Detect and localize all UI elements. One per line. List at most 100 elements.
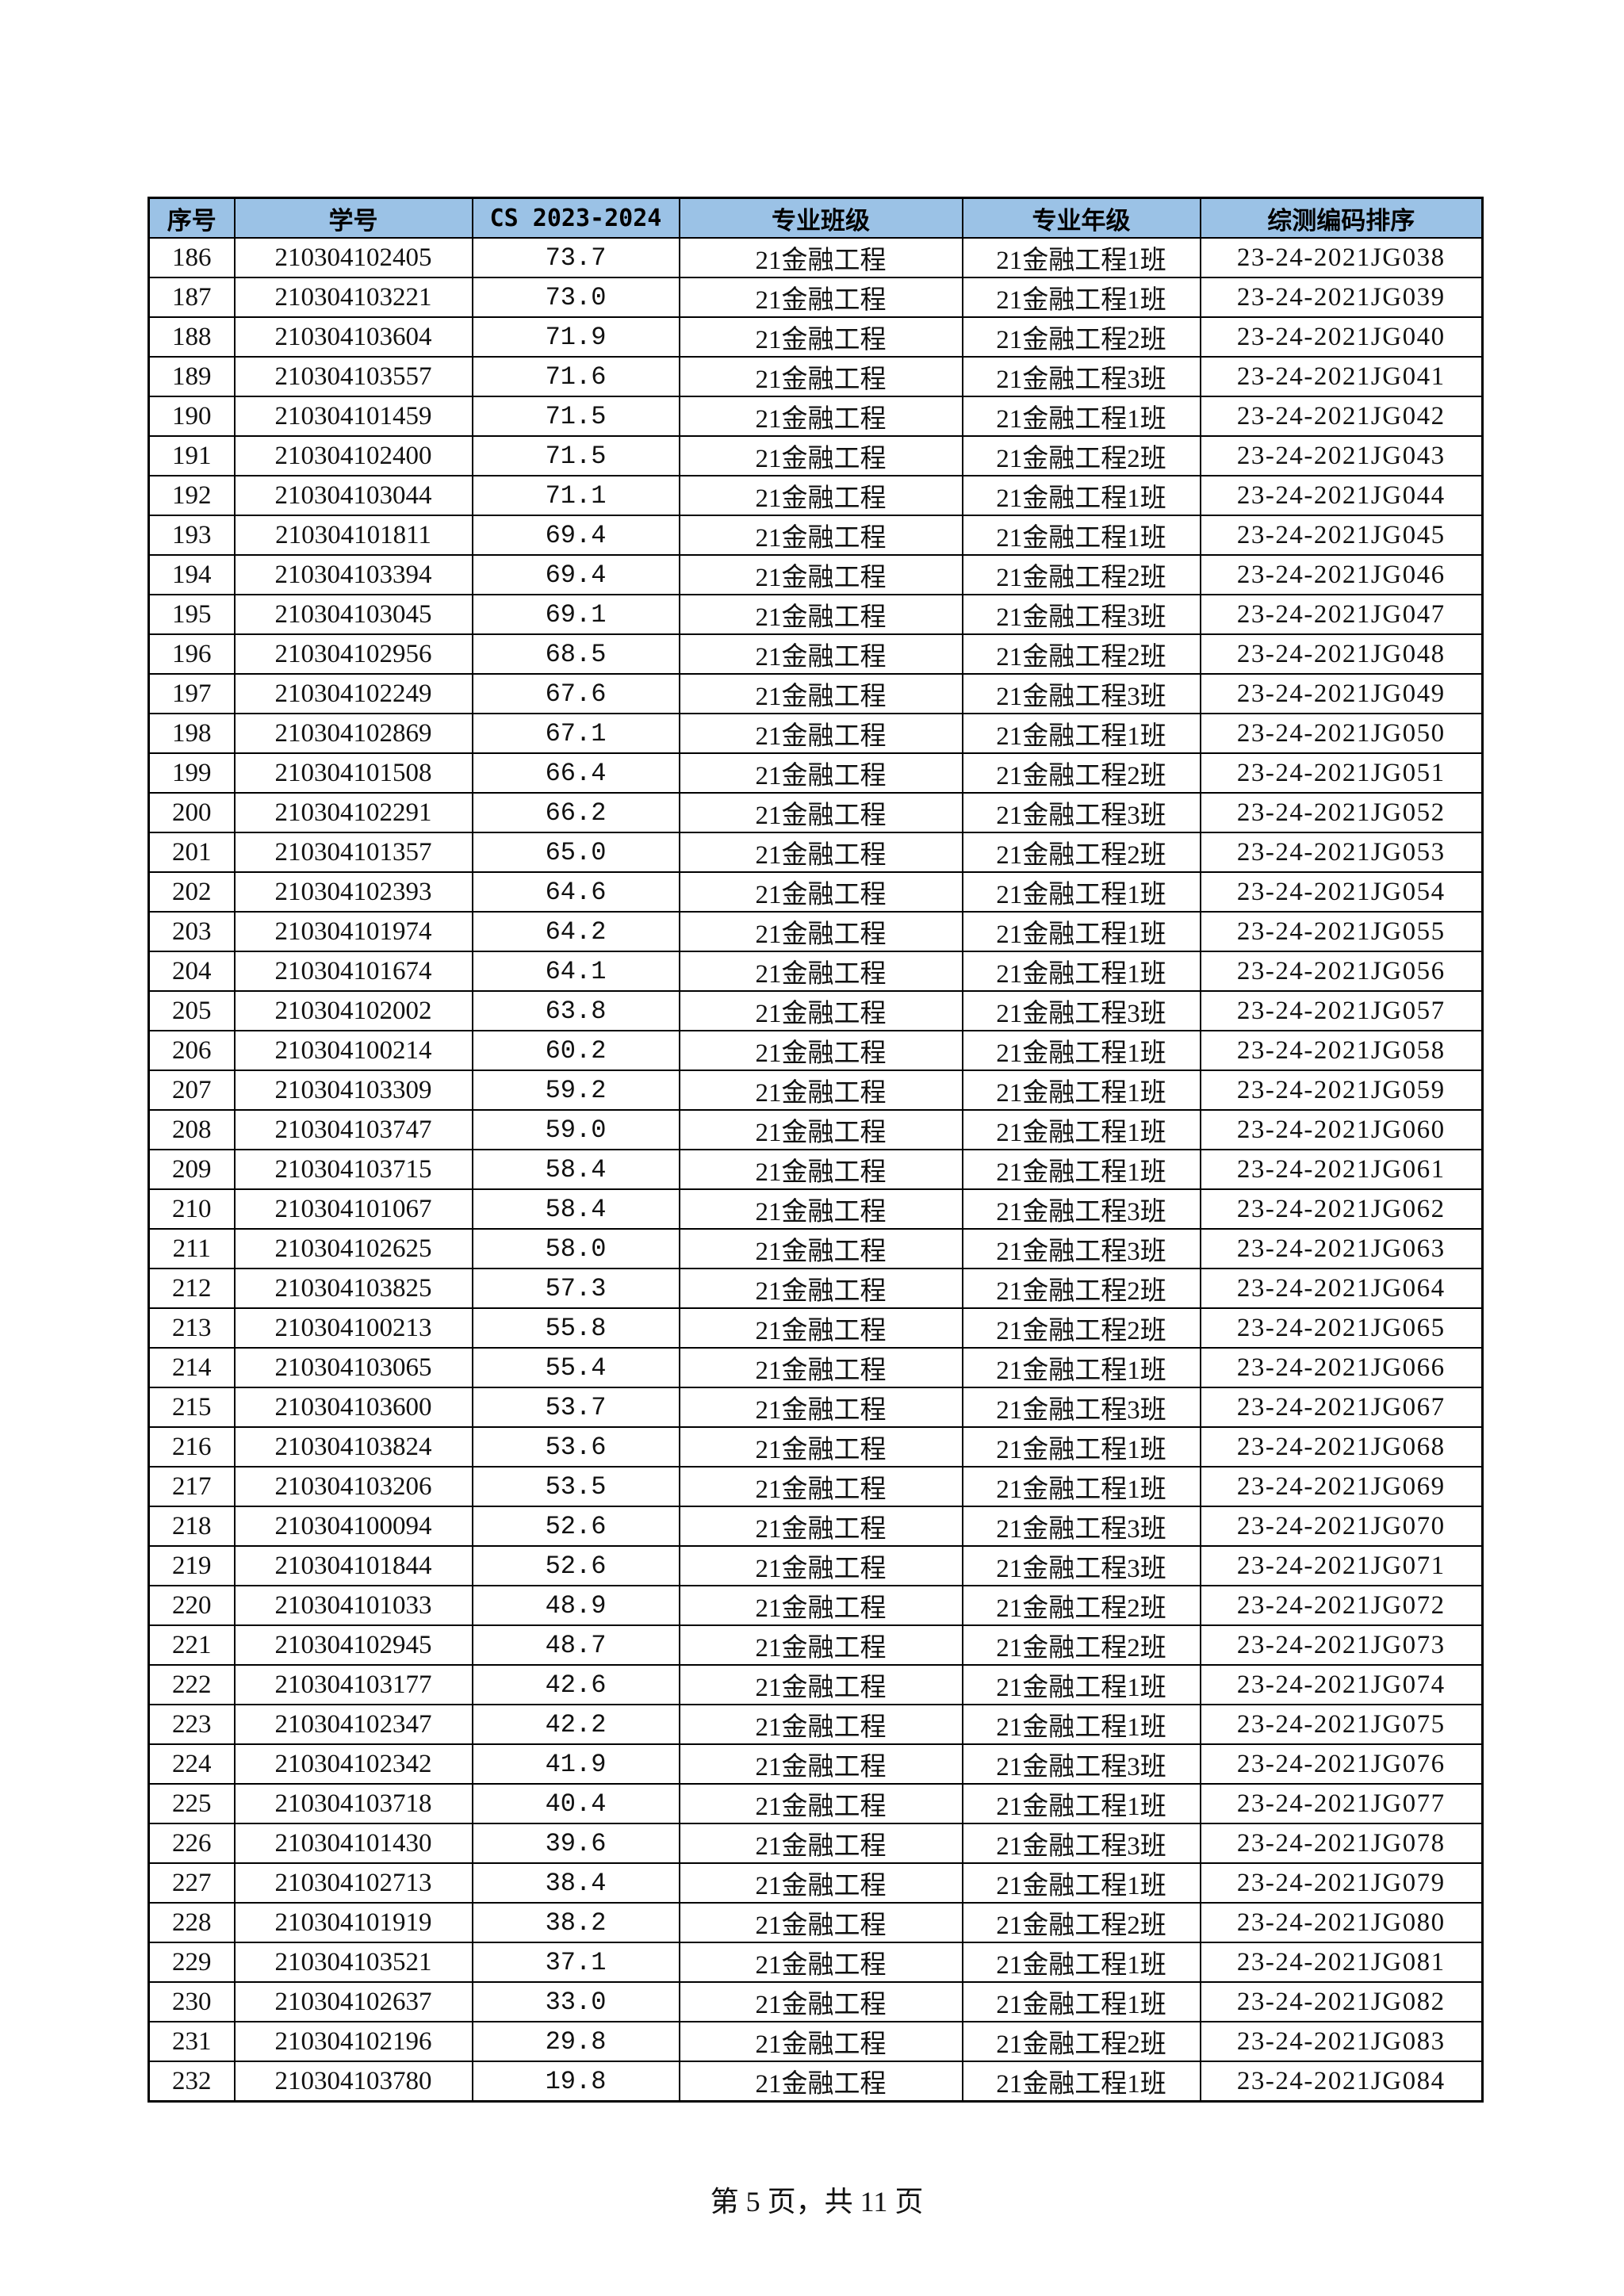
cell-student-id: 210304101844 [233,1545,473,1586]
cell-student-id: 210304103780 [233,2061,473,2103]
cell-major-grade: 21金融工程3班 [961,1743,1201,1785]
cell-code: 23-24-2021JG081 [1199,1942,1484,1983]
cell-code: 23-24-2021JG056 [1199,951,1484,992]
cell-major-class: 21金融工程 [678,1545,963,1586]
table-row: 200 210304102291 66.2 21金融工程 21金融工程3班 23-24-2… [147,792,1484,833]
cell-index: 203 [147,911,236,952]
cell-student-id: 210304101357 [233,832,473,873]
cell-major-class: 21金融工程 [678,356,963,397]
cell-score: 55.8 [471,1307,680,1349]
cell-code: 23-24-2021JG048 [1199,633,1484,675]
cell-major-grade: 21金融工程2班 [961,633,1201,675]
cell-score: 53.6 [471,1426,680,1468]
cell-code: 23-24-2021JG054 [1199,871,1484,913]
table-row: 193 210304101811 69.4 21金融工程 21金融工程1班 23-24-2… [147,515,1484,556]
cell-code: 23-24-2021JG046 [1199,554,1484,595]
cell-student-id: 210304103394 [233,554,473,595]
table-row: 187 210304103221 73.0 21金融工程 21金融工程1班 23-24-2… [147,277,1484,318]
table-row: 196 210304102956 68.5 21金融工程 21金融工程2班 23-24-2… [147,633,1484,675]
cell-code: 23-24-2021JG057 [1199,990,1484,1031]
header-row: 序号 学号 CS 2023-2024 专业班级 专业年级 综测编码排序 [147,197,1484,239]
table-row: 203 210304101974 64.2 21金融工程 21金融工程1班 23-24-2… [147,911,1484,952]
cell-code: 23-24-2021JG072 [1199,1585,1484,1626]
cell-student-id: 210304102002 [233,990,473,1031]
cell-code: 23-24-2021JG077 [1199,1783,1484,1824]
cell-index: 218 [147,1506,236,1547]
cell-student-id: 210304100214 [233,1030,473,1071]
cell-code: 23-24-2021JG055 [1199,911,1484,952]
cell-score: 38.2 [471,1902,680,1943]
cell-code: 23-24-2021JG065 [1199,1307,1484,1349]
cell-index: 205 [147,990,236,1031]
cell-code: 23-24-2021JG083 [1199,2021,1484,2062]
cell-student-id: 210304103825 [233,1268,473,1309]
cell-student-id: 210304103718 [233,1783,473,1824]
cell-code: 23-24-2021JG074 [1199,1664,1484,1705]
cell-major-class: 21金融工程 [678,1268,963,1309]
table-row: 213 210304100213 55.8 21金融工程 21金融工程2班 23-24-2… [147,1307,1484,1349]
header-score: CS 2023-2024 [471,197,680,239]
cell-score: 60.2 [471,1030,680,1071]
cell-major-class: 21金融工程 [678,673,963,714]
cell-major-class: 21金融工程 [678,1624,963,1666]
cell-code: 23-24-2021JG042 [1199,396,1484,437]
cell-major-grade: 21金融工程1班 [961,475,1201,516]
cell-code: 23-24-2021JG039 [1199,277,1484,318]
cell-code: 23-24-2021JG059 [1199,1070,1484,1111]
cell-student-id: 210304102347 [233,1704,473,1745]
header-code: 综测编码排序 [1199,197,1484,239]
cell-major-grade: 21金融工程2班 [961,1585,1201,1626]
cell-score: 19.8 [471,2061,680,2103]
cell-student-id: 210304101033 [233,1585,473,1626]
cell-index: 196 [147,633,236,675]
cell-student-id: 210304101508 [233,752,473,794]
table-row: 227 210304102713 38.4 21金融工程 21金融工程1班 23-24-2… [147,1862,1484,1904]
table-row: 230 210304102637 33.0 21金融工程 21金融工程1班 23-24-2… [147,1981,1484,2022]
cell-major-grade: 21金融工程3班 [961,1823,1201,1864]
table-row: 188 210304103604 71.9 21金融工程 21金融工程2班 23-24-2… [147,316,1484,358]
cell-major-class: 21金融工程 [678,1109,963,1150]
table-row: 211 210304102625 58.0 21金融工程 21金融工程3班 23-24-2… [147,1228,1484,1269]
cell-student-id: 210304102869 [233,713,473,754]
cell-index: 210 [147,1188,236,1230]
cell-index: 227 [147,1862,236,1904]
cell-major-class: 21金融工程 [678,911,963,952]
cell-score: 39.6 [471,1823,680,1864]
cell-index: 216 [147,1426,236,1468]
cell-code: 23-24-2021JG063 [1199,1228,1484,1269]
cell-code: 23-24-2021JG084 [1199,2061,1484,2103]
table-row: 210 210304101067 58.4 21金融工程 21金融工程3班 23-24-2… [147,1188,1484,1230]
cell-major-grade: 21金融工程1班 [961,2061,1201,2103]
cell-major-grade: 21金融工程2班 [961,1307,1201,1349]
table-row: 209 210304103715 58.4 21金融工程 21金融工程1班 23-24-2… [147,1149,1484,1190]
cell-index: 224 [147,1743,236,1785]
cell-index: 220 [147,1585,236,1626]
cell-score: 29.8 [471,2021,680,2062]
cell-student-id: 210304102400 [233,435,473,476]
cell-code: 23-24-2021JG058 [1199,1030,1484,1071]
cell-major-grade: 21金融工程1班 [961,515,1201,556]
cell-index: 187 [147,277,236,318]
table-row: 198 210304102869 67.1 21金融工程 21金融工程1班 23-24-2… [147,713,1484,754]
cell-score: 73.0 [471,277,680,318]
cell-student-id: 210304102393 [233,871,473,913]
table-row: 202 210304102393 64.6 21金融工程 21金融工程1班 23-24-2… [147,871,1484,913]
cell-code: 23-24-2021JG044 [1199,475,1484,516]
cell-student-id: 210304102637 [233,1981,473,2022]
cell-score: 71.9 [471,316,680,358]
table-row: 201 210304101357 65.0 21金融工程 21金融工程2班 23-24-2… [147,832,1484,873]
cell-score: 65.0 [471,832,680,873]
cell-code: 23-24-2021JG070 [1199,1506,1484,1547]
table-row: 228 210304101919 38.2 21金融工程 21金融工程2班 23-24-2… [147,1902,1484,1943]
table-row: 226 210304101430 39.6 21金融工程 21金融工程3班 23-24-2… [147,1823,1484,1864]
cell-index: 188 [147,316,236,358]
table-row: 208 210304103747 59.0 21金融工程 21金融工程1班 23-24-2… [147,1109,1484,1150]
table-row: 190 210304101459 71.5 21金融工程 21金融工程1班 23-24-2… [147,396,1484,437]
cell-code: 23-24-2021JG060 [1199,1109,1484,1150]
cell-index: 225 [147,1783,236,1824]
cell-score: 42.6 [471,1664,680,1705]
cell-major-class: 21金融工程 [678,475,963,516]
cell-major-class: 21金融工程 [678,1347,963,1388]
table-row: 197 210304102249 67.6 21金融工程 21金融工程3班 23-24-2… [147,673,1484,714]
cell-score: 69.4 [471,515,680,556]
